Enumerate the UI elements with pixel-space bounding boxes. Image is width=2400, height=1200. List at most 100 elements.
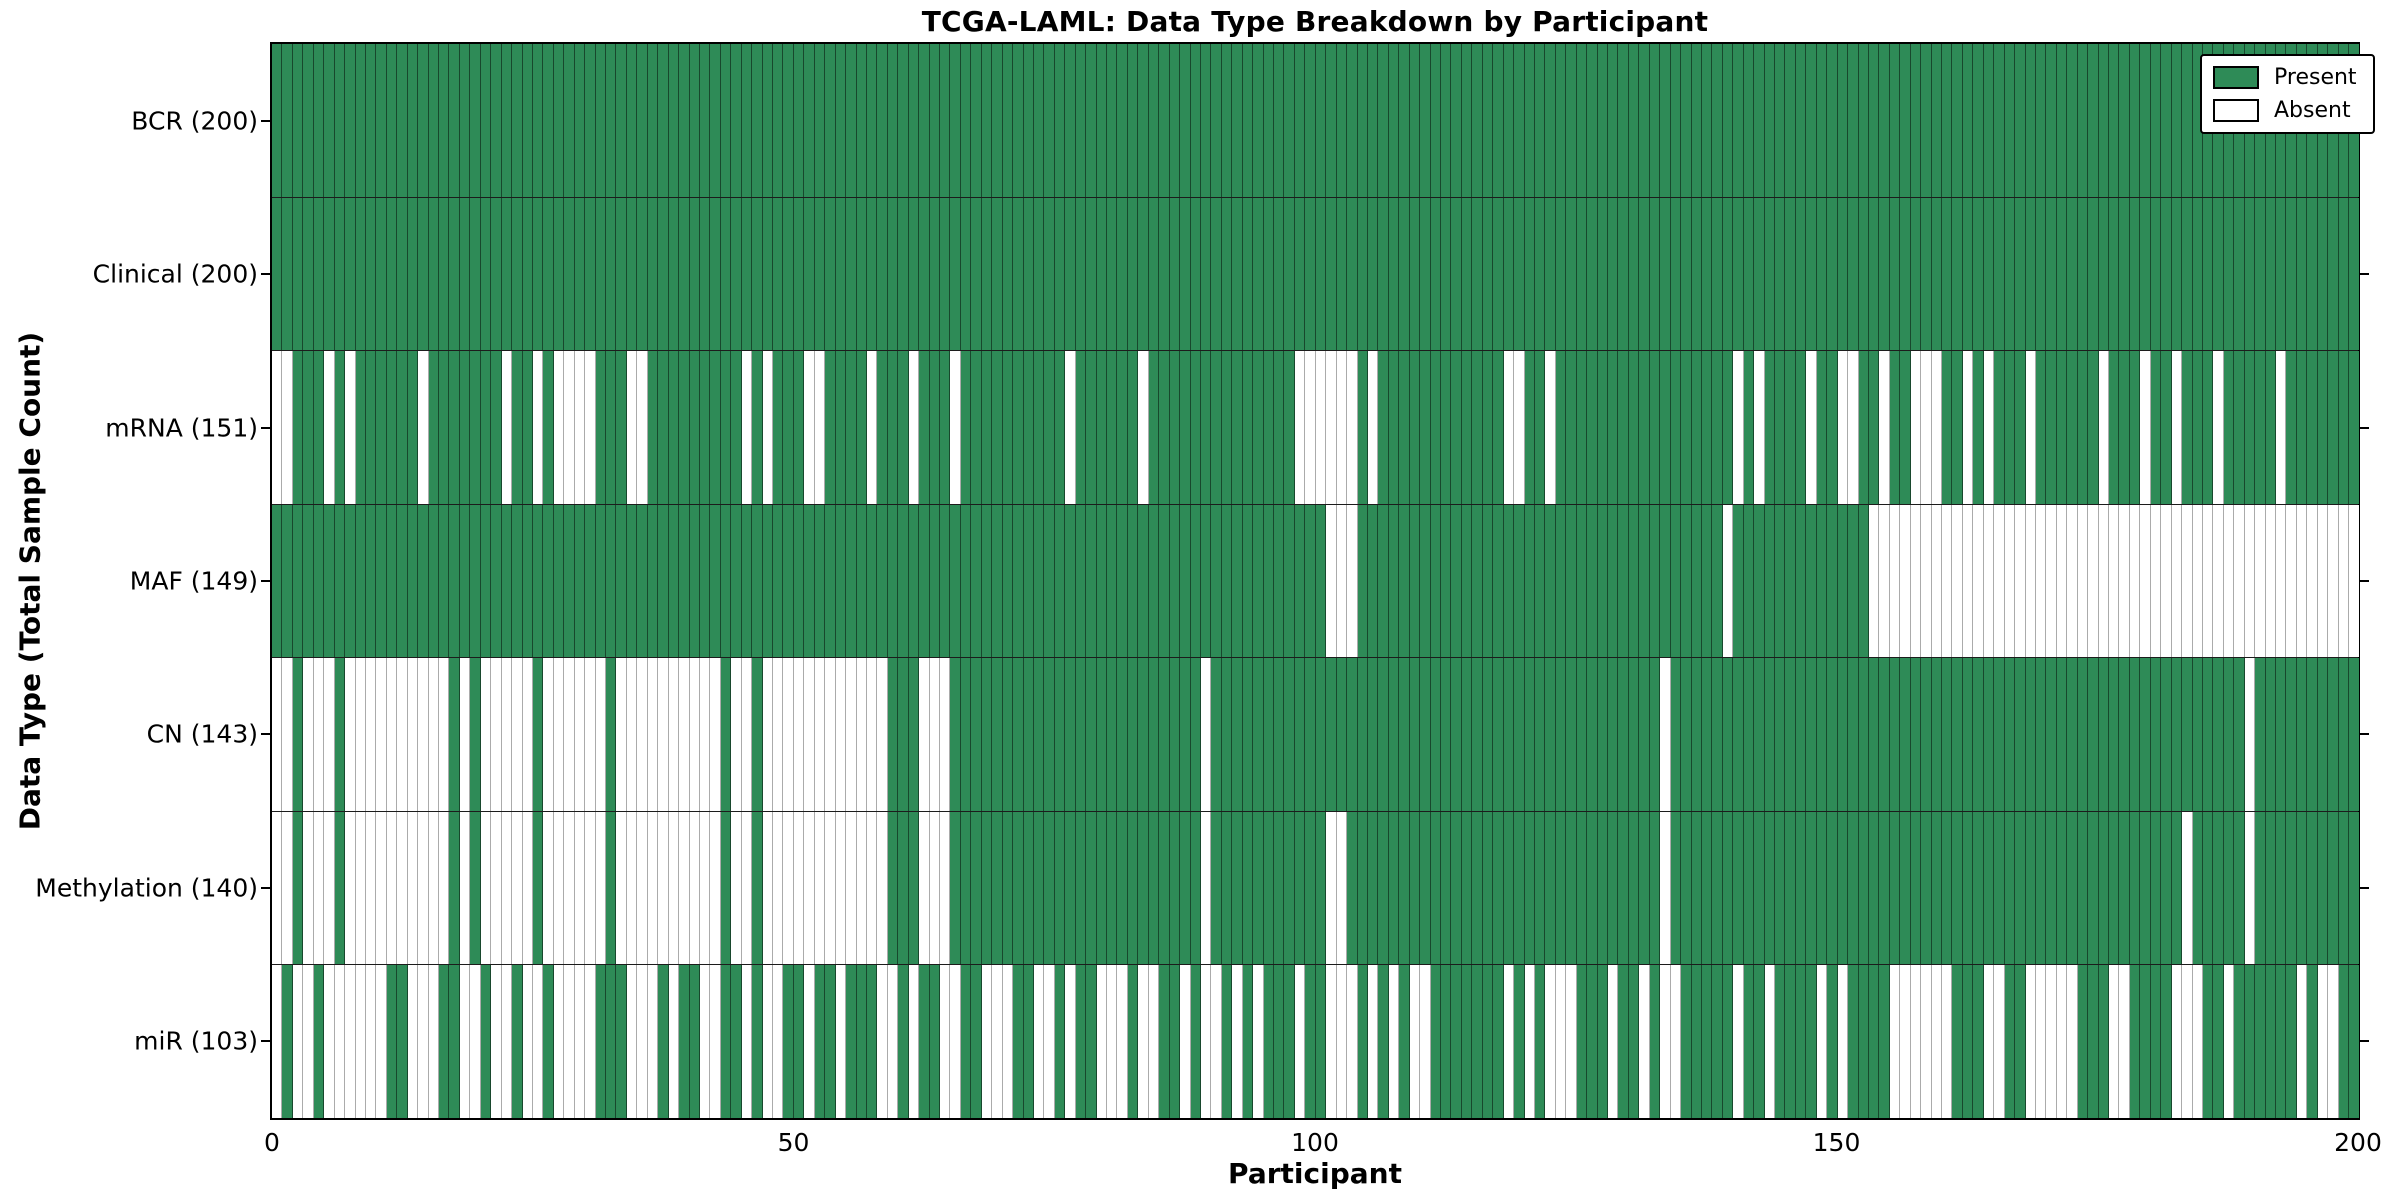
cell-MAF-p63: [929, 504, 940, 658]
cell-CN-p58: [877, 658, 888, 811]
cell-Clinical-p190: [2255, 197, 2266, 351]
cell-CN-p181: [2161, 658, 2172, 811]
cell-miR-p175: [2098, 965, 2109, 1119]
cell-Methylation-p113: [1451, 811, 1462, 965]
cell-miR-p166: [2004, 965, 2016, 1119]
cell-Clinical-p9: [365, 197, 377, 351]
cell-mRNA-p9: [365, 351, 377, 504]
cell-CN-p192: [2276, 658, 2287, 811]
cell-MAF-p20: [480, 504, 492, 658]
cell-Methylation-p110: [1420, 811, 1431, 965]
cell-Methylation-p128: [1608, 811, 1619, 965]
cell-Clinical-p29: [574, 197, 586, 351]
cell-MAF-p134: [1670, 504, 1682, 658]
cell-MAF-p142: [1754, 504, 1765, 658]
cell-CN-p132: [1649, 658, 1661, 811]
cell-MAF-p161: [1952, 504, 1963, 658]
cell-CN-p21: [491, 658, 502, 811]
cell-CN-p98: [1294, 658, 1306, 811]
cell-Methylation-p125: [1576, 811, 1588, 965]
cell-Clinical-p104: [1357, 197, 1368, 351]
cell-miR-p61: [908, 965, 920, 1119]
cell-Methylation-p138: [1712, 811, 1723, 965]
cell-mRNA-p194: [2296, 351, 2308, 504]
cell-miR-p104: [1357, 965, 1368, 1119]
cell-MAF-p35: [637, 504, 648, 658]
cell-BCR-p84: [1148, 44, 1160, 197]
cell-Clinical-p138: [1712, 197, 1723, 351]
cell-MAF-p41: [699, 504, 711, 658]
cell-Methylation-p103: [1347, 811, 1358, 965]
cell-miR-p60: [898, 965, 909, 1119]
cell-miR-p81: [1117, 965, 1128, 1119]
cell-miR-p153: [1868, 965, 1880, 1119]
cell-MAF-p152: [1858, 504, 1869, 658]
cell-BCR-p183: [2182, 44, 2193, 197]
cell-CN-p194: [2296, 658, 2308, 811]
cell-Methylation-p65: [950, 811, 961, 965]
cell-Clinical-p160: [1942, 197, 1953, 351]
x-tick-label-200: 200: [2334, 1128, 2382, 1157]
cell-miR-p33: [616, 965, 627, 1119]
cell-mRNA-p149: [1827, 351, 1838, 504]
cell-Methylation-p188: [2234, 811, 2245, 965]
cell-Clinical-p112: [1441, 197, 1452, 351]
cell-Clinical-p68: [981, 197, 993, 351]
cell-Methylation-p90: [1211, 811, 1222, 965]
cell-Clinical-p143: [1764, 197, 1775, 351]
cell-miR-p162: [1962, 965, 1974, 1119]
cell-mRNA-p174: [2088, 351, 2099, 504]
cell-miR-p186: [2213, 965, 2224, 1119]
cell-Clinical-p50: [793, 197, 805, 351]
cell-mRNA-p170: [2046, 351, 2057, 504]
row-MAF: [272, 503, 2359, 658]
cell-MAF-p71: [1013, 504, 1024, 658]
cell-miR-p88: [1190, 965, 1201, 1119]
cell-MAF-p143: [1764, 504, 1775, 658]
cell-BCR-p101: [1326, 44, 1337, 197]
cell-Methylation-p10: [376, 811, 387, 965]
cell-MAF-p33: [616, 504, 627, 658]
cell-Methylation-p35: [637, 811, 648, 965]
cell-mRNA-p112: [1441, 351, 1452, 504]
cell-Clinical-p146: [1795, 197, 1807, 351]
cell-MAF-p151: [1848, 504, 1859, 658]
cell-MAF-p108: [1399, 504, 1410, 658]
cell-CN-p6: [334, 658, 346, 811]
cell-Clinical-p87: [1180, 197, 1191, 351]
cell-MAF-p115: [1472, 504, 1483, 658]
cell-MAF-p172: [2067, 504, 2078, 658]
cell-Methylation-p172: [2067, 811, 2078, 965]
cell-CN-p107: [1388, 658, 1400, 811]
cell-miR-p87: [1180, 965, 1191, 1119]
cell-Clinical-p24: [522, 197, 533, 351]
cell-Methylation-p5: [324, 811, 335, 965]
cell-Methylation-p76: [1065, 811, 1076, 965]
cell-CN-p70: [1002, 658, 1014, 811]
cell-BCR-p178: [2129, 44, 2141, 197]
cell-mRNA-p5: [324, 351, 335, 504]
cell-MAF-p199: [2349, 504, 2359, 658]
cell-CN-p24: [522, 658, 533, 811]
cell-mRNA-p66: [960, 351, 972, 504]
cell-Methylation-p45: [741, 811, 753, 965]
cell-CN-p109: [1409, 658, 1421, 811]
cell-Methylation-p77: [1075, 811, 1087, 965]
cell-miR-p150: [1837, 965, 1849, 1119]
cell-mRNA-p119: [1514, 351, 1525, 504]
cell-BCR-p105: [1367, 44, 1379, 197]
cell-CN-p122: [1545, 658, 1556, 811]
cell-mRNA-p31: [595, 351, 606, 504]
cell-Clinical-p51: [804, 197, 815, 351]
cell-CN-p137: [1701, 658, 1713, 811]
cell-miR-p58: [877, 965, 888, 1119]
cell-miR-p174: [2088, 965, 2099, 1119]
cell-BCR-p80: [1107, 44, 1118, 197]
cell-Methylation-p6: [334, 811, 346, 965]
cell-BCR-p146: [1795, 44, 1807, 197]
cell-mRNA-p134: [1670, 351, 1682, 504]
cell-Methylation-p62: [919, 811, 930, 965]
cell-MAF-p132: [1649, 504, 1661, 658]
cell-BCR-p179: [2140, 44, 2151, 197]
cell-mRNA-p34: [626, 351, 638, 504]
